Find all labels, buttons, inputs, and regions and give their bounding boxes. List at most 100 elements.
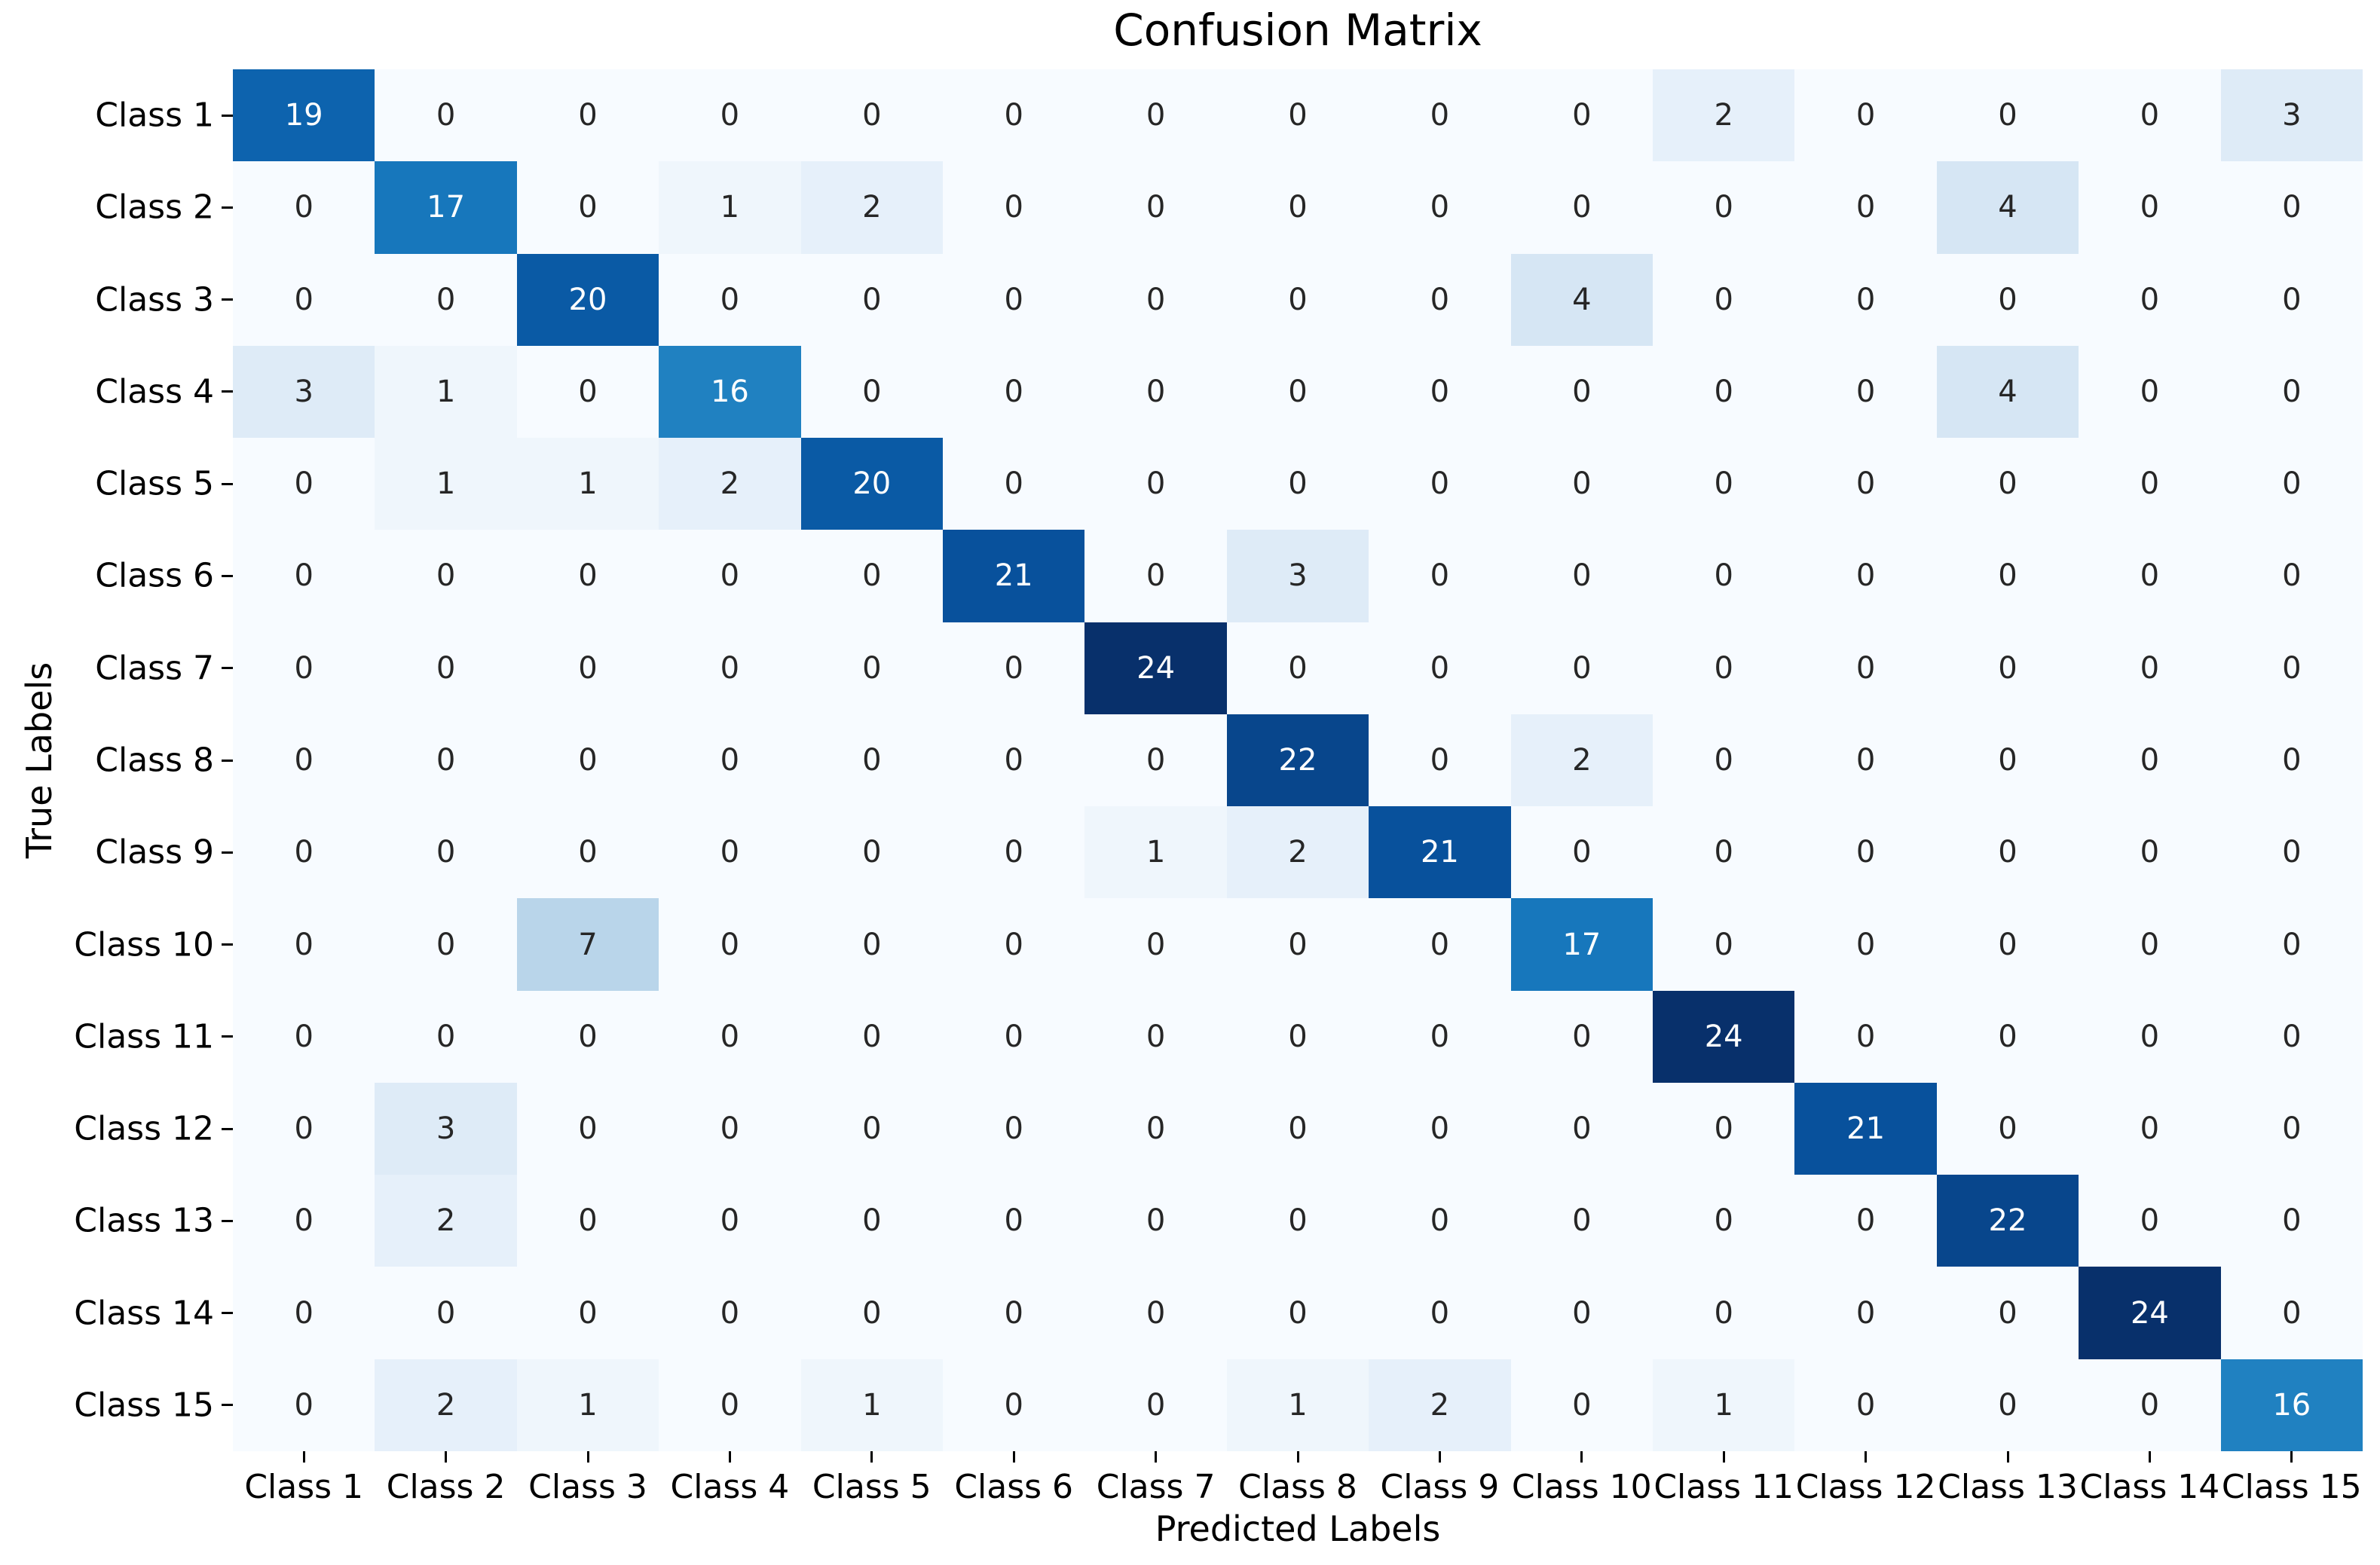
y-tick-label: Class 5 <box>95 464 214 503</box>
heatmap-cell: 0 <box>659 898 801 991</box>
heatmap-cell: 0 <box>1084 990 1227 1083</box>
heatmap-cell: 0 <box>1084 1267 1227 1359</box>
heatmap-cell: 0 <box>2079 438 2221 530</box>
heatmap-cell: 1 <box>375 345 517 439</box>
heatmap-cell: 0 <box>2079 1082 2221 1175</box>
heatmap-cell: 0 <box>1369 161 1511 254</box>
heatmap-cell: 0 <box>1226 622 1369 714</box>
heatmap-cell: 0 <box>1226 1175 1369 1267</box>
x-tick-label: Class 1 <box>244 1468 364 1506</box>
y-tick-label: Class 8 <box>95 741 214 780</box>
heatmap-cell: 3 <box>375 1082 517 1175</box>
heatmap-cell: 0 <box>1794 530 1937 622</box>
heatmap-cell: 0 <box>1510 69 1653 162</box>
heatmap-cell: 0 <box>1226 253 1369 346</box>
tick-mark <box>222 1312 233 1315</box>
tick-mark <box>586 1451 589 1463</box>
heatmap-cell: 0 <box>1369 714 1511 807</box>
tick-mark <box>222 759 233 762</box>
y-tick-label: Class 9 <box>95 833 214 872</box>
heatmap-cell: 0 <box>1652 806 1795 899</box>
heatmap-cell: 0 <box>1084 69 1227 162</box>
tick-mark <box>445 1451 448 1463</box>
heatmap-cell: 0 <box>1936 530 2079 622</box>
heatmap-cell: 0 <box>1936 898 2079 991</box>
heatmap-cell: 0 <box>516 1175 659 1267</box>
heatmap-cell: 2 <box>1369 1359 1511 1451</box>
heatmap-cell: 0 <box>516 1267 659 1359</box>
heatmap-cell: 0 <box>1510 1359 1653 1451</box>
y-tick-label: Class 4 <box>95 372 214 411</box>
heatmap-cell: 0 <box>2220 161 2363 254</box>
heatmap-cell: 0 <box>1794 438 1937 530</box>
heatmap-cell: 0 <box>800 253 943 346</box>
heatmap-cell: 0 <box>1084 898 1227 991</box>
heatmap-cell: 0 <box>2079 990 2221 1083</box>
heatmap-cell: 0 <box>233 1267 375 1359</box>
heatmap-cell: 0 <box>1226 345 1369 439</box>
heatmap-cell: 0 <box>516 1082 659 1175</box>
heatmap-cell: 0 <box>375 714 517 807</box>
heatmap-cell: 0 <box>1226 1267 1369 1359</box>
heatmap-cell: 0 <box>1652 530 1795 622</box>
heatmap-cell: 0 <box>2079 253 2221 346</box>
heatmap-cell: 7 <box>516 898 659 991</box>
heatmap-cell: 2 <box>375 1359 517 1451</box>
heatmap-cell: 0 <box>800 622 943 714</box>
tick-mark <box>870 1451 873 1463</box>
heatmap-cell: 0 <box>1936 69 2079 162</box>
heatmap-cell: 21 <box>1369 806 1511 899</box>
tick-mark <box>1296 1451 1299 1463</box>
heatmap-cell: 0 <box>233 1359 375 1451</box>
heatmap-cell: 0 <box>2220 622 2363 714</box>
heatmap-cell: 0 <box>375 1267 517 1359</box>
heatmap-cell: 4 <box>1510 253 1653 346</box>
heatmap-cell: 24 <box>2079 1267 2221 1359</box>
heatmap-cell: 20 <box>800 438 943 530</box>
heatmap-cell: 2 <box>1652 69 1795 162</box>
tick-mark <box>2148 1451 2151 1463</box>
heatmap-cell: 0 <box>659 622 801 714</box>
heatmap-cell: 0 <box>233 806 375 899</box>
heatmap-cell: 0 <box>233 253 375 346</box>
x-tick-label: Class 3 <box>528 1468 647 1506</box>
heatmap-cell: 2 <box>659 438 801 530</box>
heatmap-cell: 0 <box>659 990 801 1083</box>
heatmap-cell: 0 <box>1084 1082 1227 1175</box>
y-tick-label: Class 12 <box>74 1109 214 1148</box>
heatmap-cell: 0 <box>800 1267 943 1359</box>
heatmap-cell: 0 <box>1084 1359 1227 1451</box>
heatmap-cell: 1 <box>800 1359 943 1451</box>
heatmap-cell: 0 <box>2079 714 2221 807</box>
heatmap-cell: 0 <box>233 161 375 254</box>
heatmap-cell: 0 <box>1794 1359 1937 1451</box>
heatmap-cell: 1 <box>516 1359 659 1451</box>
tick-mark <box>222 667 233 670</box>
heatmap-cell: 0 <box>1794 806 1937 899</box>
heatmap-cell: 0 <box>942 990 1085 1083</box>
heatmap-cell: 0 <box>942 622 1085 714</box>
heatmap-cell: 1 <box>1652 1359 1795 1451</box>
heatmap-cell: 0 <box>2220 1082 2363 1175</box>
heatmap-cell: 0 <box>1226 990 1369 1083</box>
y-tick-label: Class 10 <box>74 925 214 964</box>
heatmap-cell: 0 <box>800 1082 943 1175</box>
heatmap-cell: 0 <box>1794 622 1937 714</box>
heatmap-cell: 0 <box>942 345 1085 439</box>
heatmap-cell: 1 <box>516 438 659 530</box>
heatmap-cell: 0 <box>375 253 517 346</box>
heatmap-cell: 0 <box>942 1082 1085 1175</box>
y-tick-label: Class 2 <box>95 188 214 227</box>
heatmap-cell: 0 <box>942 1175 1085 1267</box>
heatmap-cell: 0 <box>375 990 517 1083</box>
heatmap-cell: 0 <box>1652 253 1795 346</box>
heatmap-cell: 0 <box>2079 345 2221 439</box>
heatmap-cell: 0 <box>1369 69 1511 162</box>
tick-mark <box>1012 1451 1015 1463</box>
heatmap-cell: 3 <box>1226 530 1369 622</box>
tick-mark <box>222 390 233 393</box>
heatmap-cell: 0 <box>1510 806 1653 899</box>
heatmap-cell: 0 <box>375 69 517 162</box>
heatmap-cell: 0 <box>1794 1267 1937 1359</box>
y-tick-label: Class 13 <box>74 1201 214 1240</box>
